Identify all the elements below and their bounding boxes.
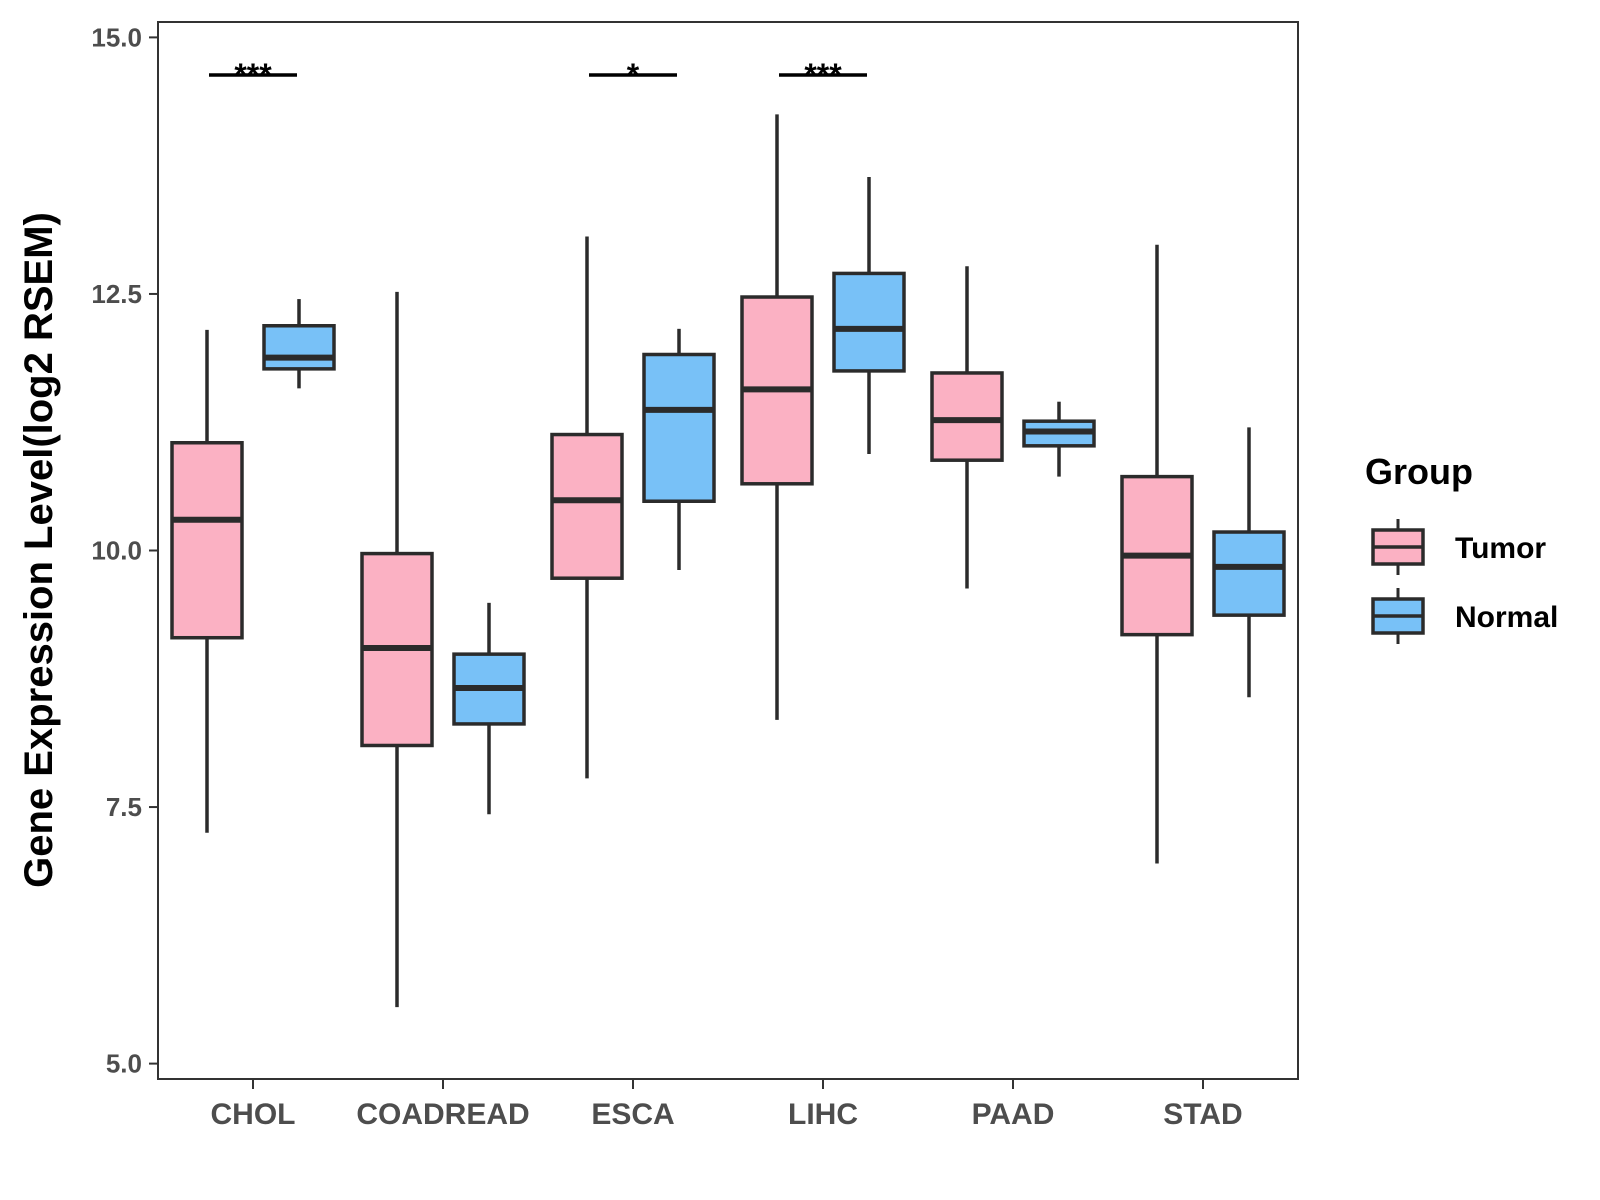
significance-label: *** [804,57,842,93]
box-iqr [262,324,336,371]
significance-label: * [627,57,640,93]
x-tick-label: COADREAD [356,1098,529,1131]
box-tumor-coadread [360,291,434,1008]
x-tick-label: CHOL [211,1098,296,1131]
x-tick-label: PAAD [972,1098,1055,1131]
box-tumor-stad [1120,244,1194,864]
legend-item-tumor: Tumor [1371,519,1546,575]
box-normal-esca [642,328,716,570]
box-normal-coadread [452,602,526,815]
box-normal-chol [262,299,336,389]
y-tick-label: 12.5 [91,279,142,309]
significance-label: *** [234,57,272,93]
box-iqr [930,371,1004,462]
significance-annotations: *** * *** [209,57,867,93]
box-iqr [550,432,624,580]
box-series [170,114,1286,1008]
y-axis: 5.0 7.5 10.0 12.5 15.0 [91,22,158,1079]
box-normal-paad [1022,401,1096,477]
x-axis: CHOL COADREAD ESCA LIHC PAAD STAD [211,1079,1243,1131]
box-iqr [642,352,716,503]
box-iqr [832,271,906,373]
y-axis-title: Gene Expression Level(log2 RSEM) [17,212,61,888]
x-tick-label: LIHC [788,1098,858,1131]
box-tumor-chol [170,329,244,833]
y-tick-label: 7.5 [106,792,142,822]
box-normal-stad [1212,427,1286,698]
box-tumor-esca [550,236,624,779]
box-tumor-paad [930,266,1004,589]
legend-label: Tumor [1455,532,1546,565]
plot-panel [157,21,1299,1080]
box-iqr [1212,530,1286,617]
legend-item-normal: Normal [1371,588,1558,644]
legend: Group Tumor Normal [1365,451,1558,644]
box-iqr [170,440,244,640]
box-tumor-lihc [740,114,814,720]
x-tick-label: ESCA [591,1098,674,1131]
legend-label: Normal [1455,601,1558,634]
x-tick-label: STAD [1163,1098,1242,1131]
box-normal-lihc [832,176,906,455]
y-tick-label: 10.0 [91,536,142,566]
legend-title: Group [1365,451,1473,492]
y-tick-label: 15.0 [91,22,142,52]
y-tick-label: 5.0 [106,1049,142,1079]
